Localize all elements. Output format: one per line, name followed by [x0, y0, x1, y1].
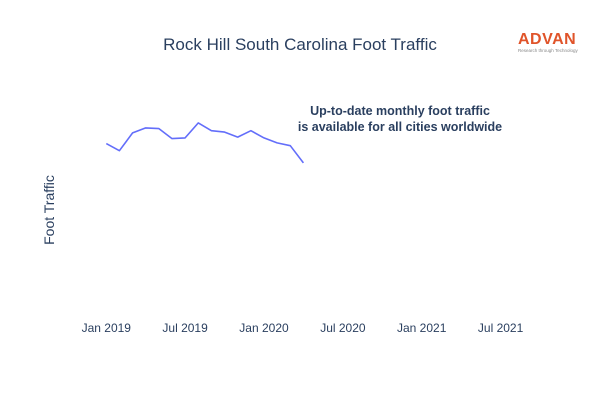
series-line-0 [105, 122, 305, 164]
data-point-2019-03[interactable] [130, 130, 136, 136]
data-point-2020-02[interactable] [274, 140, 280, 146]
data-point-2019-10[interactable] [222, 129, 228, 135]
data-point-2019-01[interactable] [103, 141, 109, 147]
advan-logo: ADVAN Research through Technology [518, 32, 582, 56]
x-tick-label: Jul 2020 [320, 321, 366, 335]
x-tick-label: Jan 2021 [397, 321, 447, 335]
data-point-2019-12[interactable] [248, 128, 254, 134]
logo-tagline: Research through Technology [518, 48, 578, 53]
x-tick-label: Jan 2019 [82, 321, 132, 335]
x-tick-label: Jan 2020 [239, 321, 289, 335]
data-point-2019-07[interactable] [182, 135, 188, 141]
data-point-2019-02[interactable] [116, 148, 122, 154]
chart-title: Rock Hill South Carolina Foot Traffic [163, 35, 437, 54]
data-point-2019-05[interactable] [156, 126, 162, 132]
x-tick-labels: Jan 2019 Jul 2019 Jan 2020 Jul 2020 Jan 2021… [82, 321, 524, 335]
x-tick-label: Jul 2019 [162, 321, 208, 335]
data-point-2019-09[interactable] [208, 128, 214, 134]
logo-wordmark: ADVAN [518, 31, 577, 48]
data-point-2019-11[interactable] [235, 134, 241, 140]
annotation-line-1: Up-to-date monthly foot traffic [310, 104, 490, 118]
data-point-2019-06[interactable] [169, 136, 175, 142]
x-tick-label: Jul 2021 [478, 321, 524, 335]
data-point-2020-04[interactable] [300, 160, 306, 166]
data-point-2019-08[interactable] [195, 120, 201, 126]
data-point-2020-03[interactable] [287, 143, 293, 149]
series-layer [105, 122, 305, 164]
data-point-2019-04[interactable] [143, 125, 149, 131]
chart-annotation: Up-to-date monthly foot traffic is avail… [270, 103, 530, 135]
data-point-2020-01[interactable] [261, 135, 267, 141]
annotation-line-2: is available for all cities worldwide [297, 120, 503, 134]
